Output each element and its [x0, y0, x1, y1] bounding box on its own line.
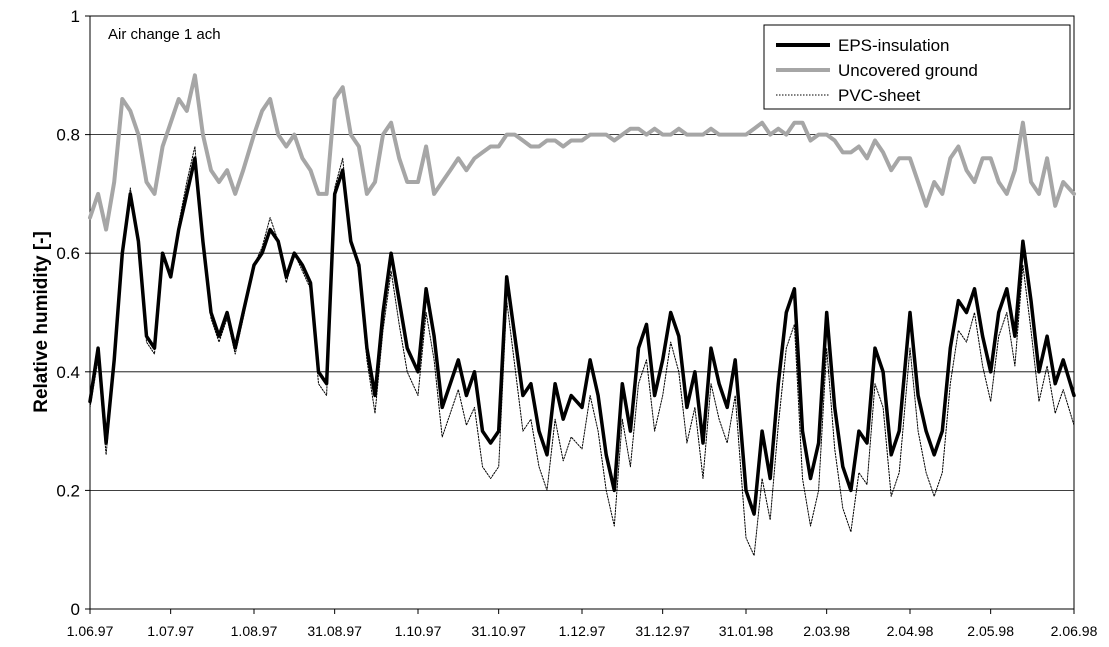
y-axis-title: Relative humidity [-] [31, 231, 52, 413]
x-tick-label: 2.05.98 [967, 623, 1014, 639]
x-tick-label: 31.12.97 [635, 623, 690, 639]
y-tick-label: 0.6 [56, 244, 80, 263]
y-tick-label: 0 [71, 600, 80, 619]
y-tick-label: 0.4 [56, 363, 80, 382]
legend: EPS-insulation Uncovered ground PVC-shee… [763, 24, 1071, 110]
y-axis-ticks: 0 0.2 0.4 0.6 0.8 1 [56, 7, 90, 619]
series-line-uncovered-ground [88, 73, 1076, 232]
x-axis-ticks: 1.06.97 1.07.97 1.08.97 31.08.97 1.10.97 31.1… [67, 609, 1098, 639]
legend-label-uncovered-ground: Uncovered ground [838, 61, 978, 80]
x-tick-label: 1.07.97 [147, 623, 194, 639]
x-tick-label: 2.03.98 [803, 623, 850, 639]
series-line-pvc-sheet [89, 146, 1075, 557]
x-tick-label: 1.08.97 [231, 623, 278, 639]
y-tick-label: 1 [71, 7, 80, 26]
y-tick-label: 0.8 [56, 126, 80, 145]
x-tick-label: 31.01.98 [719, 623, 774, 639]
air-change-annotation: Air change 1 ach [108, 26, 221, 43]
series-layer [88, 73, 1076, 557]
x-tick-label: 1.10.97 [395, 623, 442, 639]
x-tick-label: 2.06.98 [1051, 623, 1098, 639]
x-tick-label: 1.12.97 [559, 623, 606, 639]
x-tick-label: 31.08.97 [307, 623, 362, 639]
legend-label-eps-insulation: EPS-insulation [838, 36, 950, 55]
x-tick-label: 31.10.97 [471, 623, 526, 639]
legend-label-pvc-sheet: PVC-sheet [838, 86, 920, 105]
x-tick-label: 1.06.97 [67, 623, 114, 639]
x-tick-label: 2.04.98 [887, 623, 934, 639]
y-tick-label: 0.2 [56, 481, 80, 500]
